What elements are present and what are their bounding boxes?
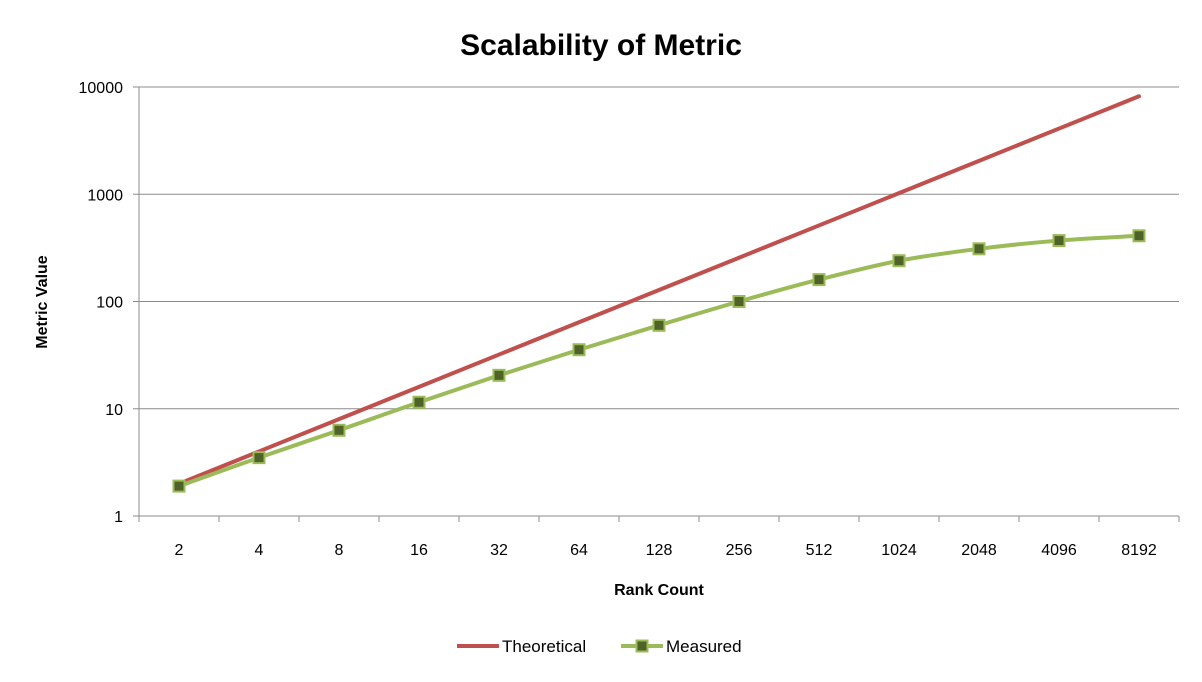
x-tick-label: 128 [646, 542, 673, 559]
legend-label: Theoretical [502, 637, 586, 656]
data-point [412, 395, 426, 409]
data-point [1052, 234, 1066, 248]
data-point [492, 368, 506, 382]
data-point [252, 451, 266, 465]
legend-label: Measured [666, 637, 742, 656]
y-axis-title: Metric Value [34, 255, 51, 348]
data-point [732, 295, 746, 308]
y-tick-labels: 1 10 100 1000 10000 [79, 80, 124, 526]
data-point [572, 343, 586, 357]
x-tick-labels: 2 4 8 16 32 64 128 256 512 1024 2048 4096 8192 [175, 542, 1157, 559]
y-tick-label: 100 [96, 295, 123, 312]
x-tick-label: 512 [806, 542, 833, 559]
x-tick-label: 32 [490, 542, 508, 559]
y-tick-label: 1000 [87, 187, 123, 204]
series-measured [172, 229, 1146, 493]
data-point [972, 242, 986, 256]
data-point [1132, 229, 1146, 243]
x-tick-label: 2048 [961, 542, 997, 559]
x-tick-label: 256 [726, 542, 753, 559]
x-tick-label: 4 [255, 542, 264, 559]
legend-marker [635, 639, 649, 653]
legend-item-measured: Measured [621, 637, 742, 656]
data-point [172, 479, 186, 493]
legend-item-theoretical: Theoretical [457, 637, 586, 656]
x-tick-label: 2 [175, 542, 184, 559]
y-tick-label: 1 [114, 509, 123, 526]
y-tick-label: 10000 [79, 80, 124, 97]
data-point [892, 254, 906, 268]
series-lines [172, 94, 1146, 493]
x-tick-label: 64 [570, 542, 588, 559]
x-axis-title: Rank Count [614, 582, 704, 599]
series-theoretical [177, 94, 1141, 486]
axes [133, 86, 1180, 522]
legend: Theoretical Measured [457, 637, 742, 656]
y-tick-label: 10 [105, 402, 123, 419]
series-line [177, 233, 1141, 489]
x-tick-label: 8192 [1121, 542, 1157, 559]
x-tick-label: 8 [335, 542, 344, 559]
gridlines [139, 86, 1179, 410]
chart-title: Scalability of Metric [460, 29, 742, 62]
x-tick-label: 16 [410, 542, 428, 559]
x-tick-label: 1024 [881, 542, 917, 559]
data-point [652, 318, 666, 332]
x-tick-label: 4096 [1041, 542, 1077, 559]
data-point [332, 423, 346, 437]
data-point [812, 273, 826, 287]
series-line [177, 94, 1141, 486]
